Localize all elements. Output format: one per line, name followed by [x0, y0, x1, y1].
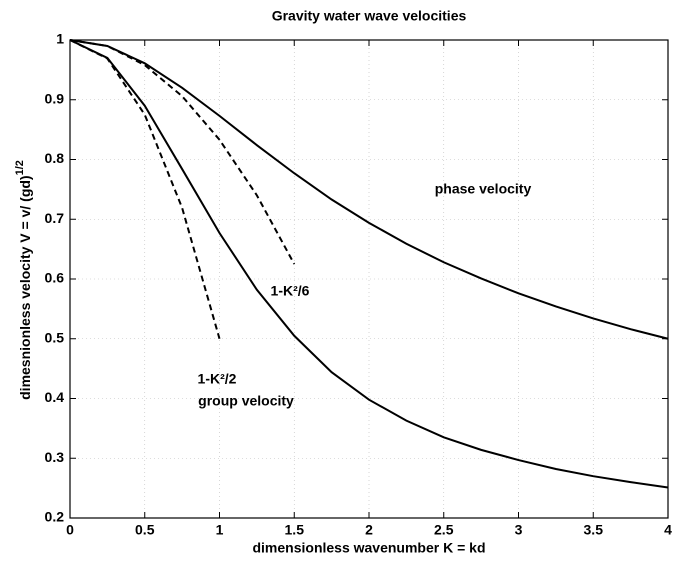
- line: [69, 39, 669, 489]
- x-axis-label: dimensionless wavenumber K = kd: [252, 540, 485, 556]
- y-tick-label: 0.8: [45, 150, 65, 166]
- x-tick-label: 0: [66, 522, 74, 538]
- y-tick-label: 0.4: [45, 389, 65, 405]
- chart-title: Gravity water wave velocities: [272, 8, 467, 24]
- x-tick-label: 0.5: [135, 522, 155, 538]
- series-label: 1-K²/2: [198, 371, 237, 387]
- dashed-line: [69, 39, 296, 265]
- y-tick-label: 0.2: [45, 509, 65, 525]
- y-tick-label: 0.5: [45, 329, 65, 345]
- x-tick-label: 2: [365, 522, 373, 538]
- y-axis-label: dimesnionless velocity V = v/ (gd)1/2: [14, 160, 33, 400]
- y-tick-label: 1: [56, 31, 64, 47]
- x-tick-label: 3: [515, 522, 523, 538]
- x-tick-label: 3.5: [584, 522, 604, 538]
- series-label: 1-K²/6: [271, 283, 310, 299]
- y-tick-label: 0.9: [45, 90, 65, 106]
- x-tick-label: 2.5: [434, 522, 454, 538]
- dashed-line: [69, 39, 221, 340]
- y-tick-label: 0.6: [45, 270, 65, 286]
- y-axis-label-main: dimesnionless velocity V = v/ (gd): [17, 175, 33, 399]
- x-tick-label: 4: [664, 522, 672, 538]
- series-label: phase velocity: [435, 181, 532, 197]
- y-axis-label-sup: 1/2: [14, 160, 26, 175]
- series-label: group velocity: [198, 393, 294, 409]
- x-tick-label: 1: [216, 522, 224, 538]
- plot-frame: [69, 39, 669, 519]
- line: [69, 39, 669, 340]
- x-tick-label: 1.5: [285, 522, 305, 538]
- y-tick-label: 0.7: [45, 210, 65, 226]
- y-tick-label: 0.3: [45, 449, 65, 465]
